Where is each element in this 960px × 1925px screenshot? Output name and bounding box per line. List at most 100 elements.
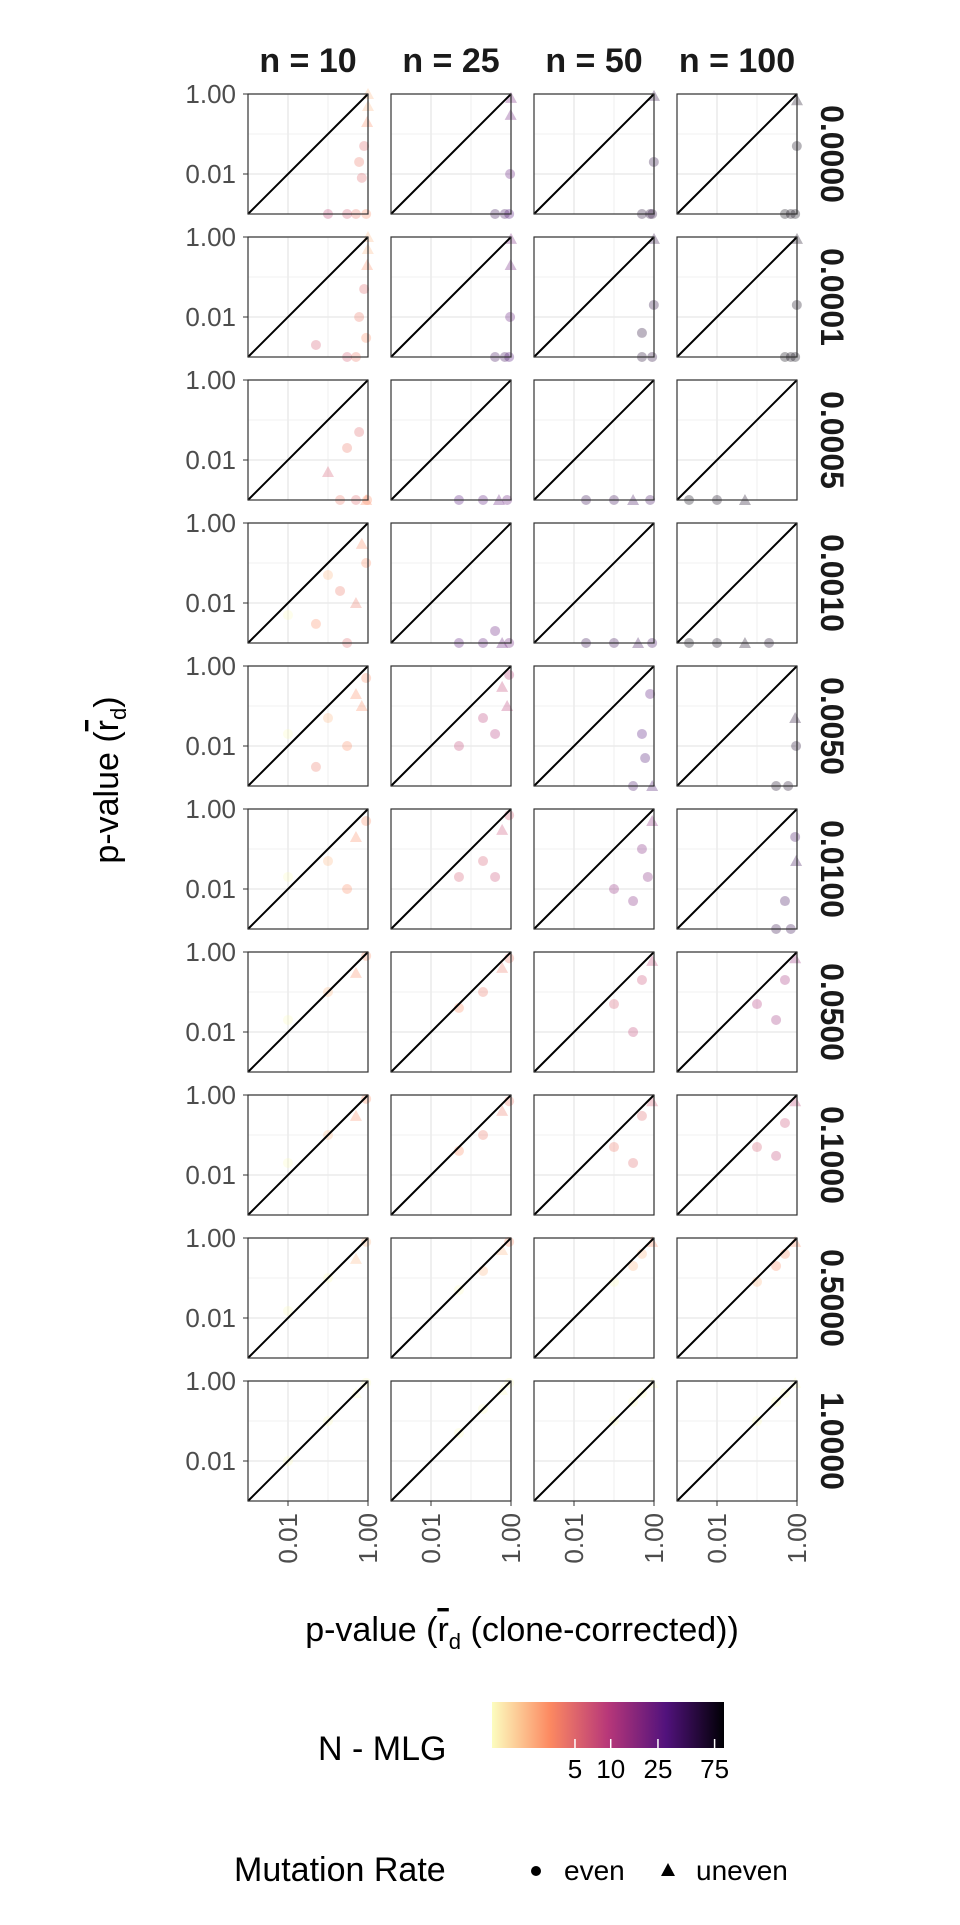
- data-point-circle: [640, 753, 651, 764]
- panel-border: [676, 236, 798, 358]
- reference-line: [533, 1380, 655, 1502]
- data-point-circle: [361, 1093, 372, 1104]
- facet-panel: [533, 89, 660, 219]
- data-point-triangle: [501, 700, 514, 711]
- reference-line: [533, 379, 655, 501]
- y-tick-label: 1.00: [185, 1366, 236, 1396]
- data-point-circle: [636, 974, 647, 985]
- data-point-circle: [323, 713, 333, 724]
- data-point-circle: [361, 950, 372, 961]
- panel-border: [533, 522, 655, 644]
- x-axis-title: p-value (rd (clone-corrected)): [305, 1611, 739, 1654]
- panel-border: [533, 379, 655, 501]
- panel-border: [676, 1380, 798, 1502]
- y-tick-label: 0.01: [185, 1017, 236, 1047]
- col-facet-label: n = 25: [402, 42, 499, 80]
- reference-line: [390, 808, 512, 930]
- facet-panel: [247, 231, 374, 362]
- row-facet-label: 0.0010: [814, 534, 850, 632]
- data-point-triangle: [349, 597, 362, 608]
- facet-panel: [247, 88, 374, 219]
- panel-border: [247, 1094, 369, 1216]
- facet-panel: [247, 1093, 372, 1216]
- reference-line: [533, 522, 655, 644]
- data-point-triangle: [322, 466, 334, 478]
- reference-line: [247, 808, 369, 930]
- facet-panel: [533, 1235, 659, 1359]
- reference-line: [533, 1237, 655, 1359]
- data-point-circle: [478, 856, 489, 867]
- data-point-circle: [283, 1305, 293, 1316]
- panel-border: [247, 522, 369, 644]
- panel-border: [676, 951, 798, 1073]
- row-facet-label: 0.0001: [814, 248, 850, 346]
- data-point-circle: [359, 141, 370, 152]
- data-point-circle: [752, 1142, 762, 1153]
- data-point-triangle: [496, 1104, 509, 1116]
- panel-border: [247, 379, 369, 501]
- panel-border: [390, 1237, 512, 1359]
- panel-border: [676, 93, 798, 215]
- data-point-circle: [342, 442, 353, 453]
- panel-border: [676, 379, 798, 501]
- data-point-circle: [453, 741, 464, 751]
- color-legend-title: N - MLG: [318, 1730, 446, 1768]
- reference-line: [533, 951, 655, 1073]
- y-tick-label: 0.01: [185, 731, 236, 761]
- data-point-triangle: [361, 258, 374, 270]
- data-point-circle: [335, 585, 346, 596]
- facet-panel: [533, 522, 658, 648]
- x-tick-label: 0.01: [559, 1513, 589, 1564]
- facet-panel: [390, 1094, 515, 1216]
- panel-border: [676, 522, 798, 644]
- reference-line: [676, 808, 798, 930]
- panel-border: [247, 951, 369, 1073]
- reference-line: [247, 1237, 369, 1359]
- panel-border: [676, 1094, 798, 1216]
- panel-border: [676, 665, 798, 787]
- data-point-triangle: [496, 961, 509, 973]
- reference-line: [247, 236, 369, 358]
- y-tick-label: 0.01: [185, 588, 236, 618]
- reference-line: [247, 665, 369, 787]
- reference-line: [676, 379, 798, 501]
- panel-border: [247, 236, 369, 358]
- data-point-circle: [342, 741, 353, 751]
- panel-border: [533, 236, 655, 358]
- panel-border: [247, 1237, 369, 1359]
- shape-legend-title: Mutation Rate: [234, 1851, 446, 1889]
- reference-line: [676, 93, 798, 215]
- reference-line: [676, 665, 798, 787]
- panel-border: [533, 1094, 655, 1216]
- row-facet-label: 0.1000: [814, 1106, 850, 1204]
- panel-border: [247, 1380, 369, 1502]
- reference-line: [247, 379, 369, 501]
- data-point-triangle: [790, 855, 803, 867]
- panel-border: [247, 808, 369, 930]
- panel-border: [390, 808, 512, 930]
- data-point-circle: [771, 1150, 782, 1161]
- reference-line: [247, 1094, 369, 1216]
- data-point-circle: [628, 1027, 639, 1037]
- facet-panel: [676, 232, 803, 362]
- facet-panel: [676, 522, 798, 648]
- panel-border: [390, 951, 512, 1073]
- facet-panel: [390, 522, 515, 648]
- panel-border: [247, 665, 369, 787]
- panel-border: [533, 665, 655, 787]
- data-point-circle: [505, 169, 516, 179]
- data-point-triangle: [355, 537, 368, 549]
- data-point-circle: [361, 1236, 372, 1247]
- x-tick-label: 0.01: [702, 1513, 732, 1564]
- data-point-circle: [636, 327, 647, 338]
- facet-panel: [247, 522, 372, 648]
- reference-line: [676, 1380, 798, 1502]
- facet-panel: [676, 808, 803, 934]
- facet-panel: [390, 951, 515, 1073]
- y-tick-label: 0.01: [185, 1160, 236, 1190]
- y-tick-label: 1.00: [185, 365, 236, 395]
- y-tick-label: 0.01: [185, 874, 236, 904]
- data-point-circle: [354, 427, 365, 438]
